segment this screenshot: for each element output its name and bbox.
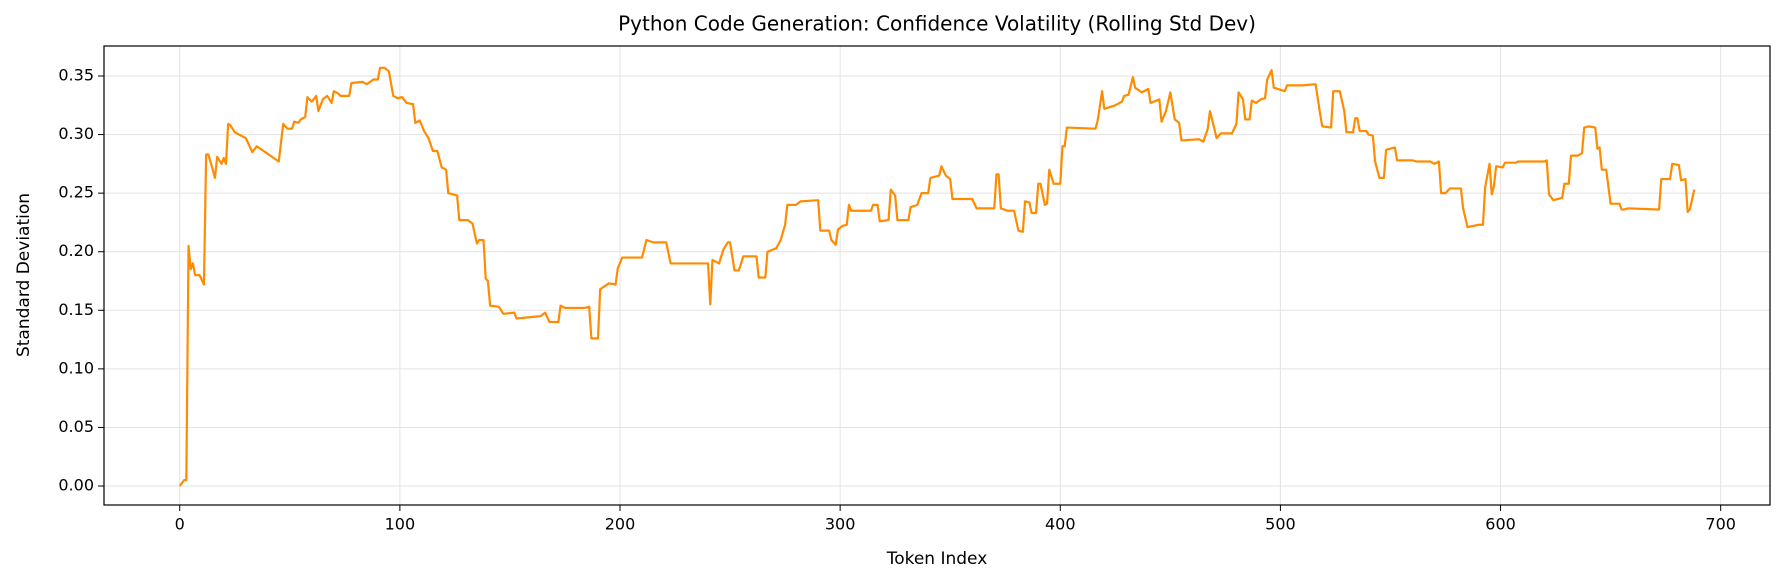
data-line	[178, 66, 1696, 487]
x-tick-label: 500	[1265, 515, 1296, 534]
x-tick-label: 300	[825, 515, 856, 534]
x-tick-label: 0	[175, 515, 185, 534]
chart-title: Python Code Generation: Confidence Volat…	[618, 12, 1256, 36]
y-axis-label: Standard Deviation	[14, 193, 34, 357]
y-tick-label: 0.10	[58, 358, 94, 377]
y-tick-label: 0.30	[58, 124, 94, 143]
y-tick-label: 0.25	[58, 183, 94, 202]
y-tick-label: 0.05	[58, 417, 94, 436]
x-tick-label: 200	[605, 515, 636, 534]
x-tick-label: 700	[1705, 515, 1736, 534]
x-tick-label: 100	[385, 515, 416, 534]
x-tick-label: 400	[1045, 515, 1076, 534]
x-tick-label: 600	[1485, 515, 1516, 534]
y-tick-label: 0.35	[58, 65, 94, 84]
x-axis-label: Token Index	[886, 549, 988, 569]
plot-frame	[103, 45, 1771, 506]
y-tick-label: 0.00	[58, 476, 94, 495]
y-tick-label: 0.20	[58, 241, 94, 260]
y-tick-label: 0.15	[58, 300, 94, 319]
